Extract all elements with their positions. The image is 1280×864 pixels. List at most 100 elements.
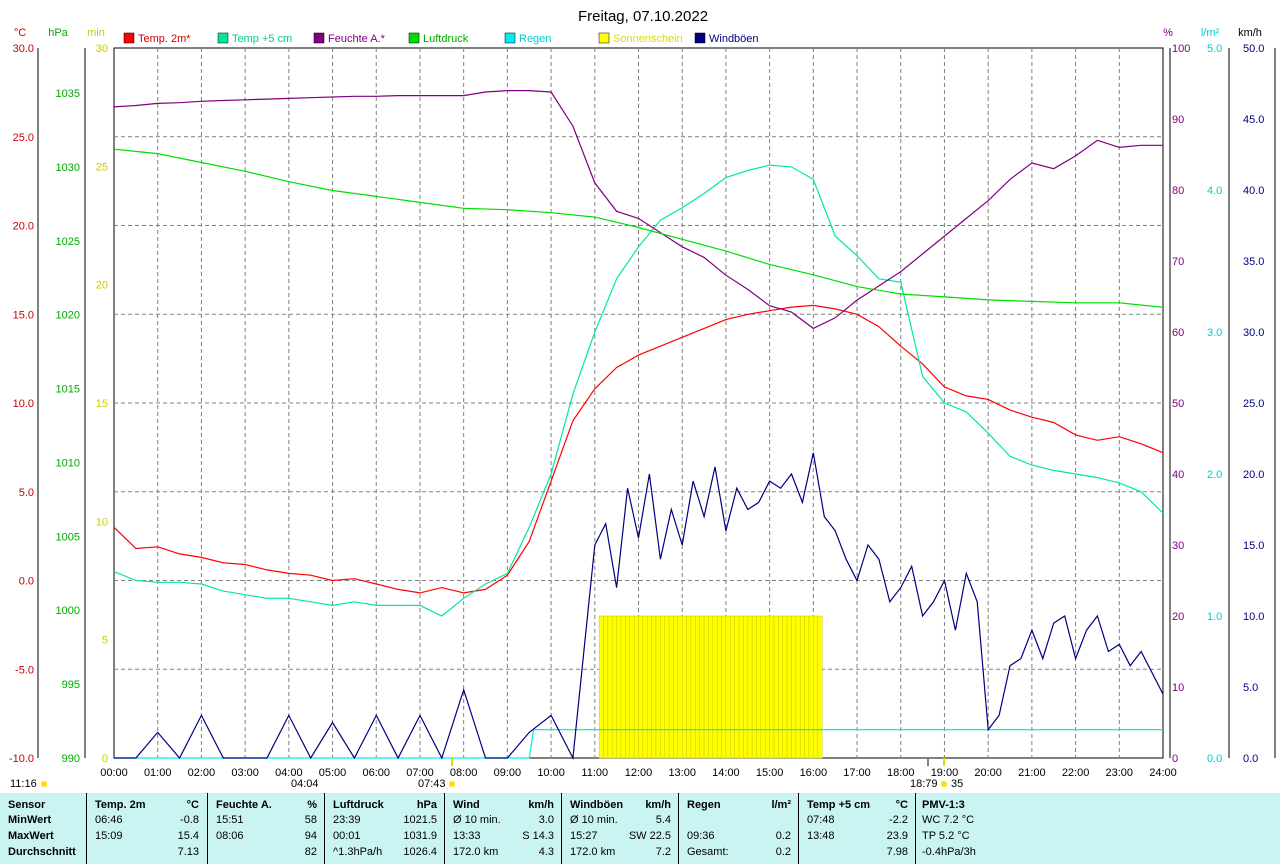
sunrise-icon bbox=[449, 781, 455, 787]
kmh-tick-label: 30.0 bbox=[1243, 327, 1264, 339]
stats-temp5-time: 13:48 bbox=[807, 830, 835, 842]
stats-temp5-time: 07:48 bbox=[807, 814, 835, 826]
current-time-label: 11:16 bbox=[10, 778, 37, 790]
unit-label-min: min bbox=[87, 27, 105, 39]
sunshine-bar bbox=[708, 615, 714, 759]
hpa-tick-label: 995 bbox=[62, 679, 80, 691]
stats-wind-time: Ø 10 min. bbox=[453, 814, 501, 826]
stats-feuchte-value: 82 bbox=[304, 846, 317, 858]
temp-tick-label: 10.0 bbox=[13, 398, 34, 410]
kmh-tick-label: 0.0 bbox=[1243, 753, 1258, 765]
stats-unit-wind: km/h bbox=[528, 799, 554, 811]
sunshine-bar bbox=[795, 615, 801, 759]
sunshine-bar bbox=[633, 615, 639, 759]
sunshine-bar bbox=[686, 615, 692, 759]
stats-luftdruck-time: 00:01 bbox=[333, 830, 361, 842]
legend: Temp. 2m* Temp +5 cm Feuchte A.* Luftdruck R… bbox=[123, 32, 759, 45]
temp-tick-label: 0.0 bbox=[19, 576, 34, 588]
pct-tick-label: 70 bbox=[1172, 256, 1184, 268]
stats-section-temp2m: Temp. 2m °C 06:46 -0.8 15:09 15.4 7.13 bbox=[86, 793, 205, 864]
unit-label-temp: °C bbox=[14, 27, 26, 39]
stats-feuchte-time: 15:51 bbox=[216, 814, 244, 826]
sunshine-bar bbox=[734, 615, 740, 759]
stats-temp2m-time: 06:46 bbox=[95, 814, 123, 826]
sunshine-bar bbox=[786, 615, 792, 759]
sunrise-tick bbox=[451, 758, 453, 766]
pct-tick-label: 100 bbox=[1172, 43, 1190, 55]
stats-windboen-time: 172.0 km bbox=[570, 846, 616, 858]
sunshine-bar bbox=[703, 615, 709, 759]
stats-windboen-time: 15:27 bbox=[570, 830, 598, 842]
kmh-tick-label: 20.0 bbox=[1243, 469, 1264, 481]
sunshine-bar bbox=[721, 615, 727, 759]
sunshine-bar bbox=[808, 615, 814, 759]
hpa-tick-label: 1015 bbox=[56, 384, 80, 396]
sunshine-bar bbox=[725, 615, 731, 759]
stats-section-wind: Wind km/h Ø 10 min. 3.0 13:33 S 14.3 172.0 km 4… bbox=[444, 793, 560, 864]
legend-entry: Temp. 2m* bbox=[138, 33, 191, 45]
sun-events: 11:16 04:04 07:43 18:79 35 bbox=[10, 758, 963, 790]
sunshine-bar bbox=[690, 615, 696, 759]
temp-tick-label: 20.0 bbox=[13, 221, 34, 233]
stats-header-temp5: Temp +5 cm bbox=[807, 799, 871, 811]
sunshine-bar bbox=[673, 615, 679, 759]
sunset-icon bbox=[941, 781, 947, 787]
legend-entry: Regen bbox=[519, 33, 551, 45]
rain-tick-label: 4.0 bbox=[1207, 185, 1222, 197]
series-line-3 bbox=[113, 148, 1164, 308]
sunshine-bar bbox=[638, 615, 644, 759]
stats-section-regen: Regen l/m² 09:36 0.2 Gesamt: 0.2 bbox=[678, 793, 797, 864]
temp-tick-label: 30.0 bbox=[13, 43, 34, 55]
stats-pmv-value: WC 7.2 °C bbox=[922, 814, 975, 826]
x-tick-label: 17:00 bbox=[843, 767, 871, 779]
sunshine-bar bbox=[738, 615, 744, 759]
sunshine-bar bbox=[660, 615, 665, 759]
sunrise-label: 07:43 bbox=[418, 778, 446, 790]
sunshine-bar bbox=[629, 615, 635, 759]
pct-tick-label: 60 bbox=[1172, 327, 1184, 339]
stats-wind-value: 4.3 bbox=[538, 846, 554, 858]
x-tick-label: 02:00 bbox=[188, 767, 216, 779]
x-tick-label: 10:00 bbox=[537, 767, 565, 779]
stats-header-regen: Regen bbox=[687, 799, 721, 811]
sunshine-bar bbox=[773, 615, 779, 759]
x-tick-label: 08:00 bbox=[450, 767, 478, 779]
sunshine-bar bbox=[607, 615, 613, 759]
sunshine-bar bbox=[695, 615, 700, 759]
x-tick-label: 16:00 bbox=[800, 767, 828, 779]
x-tick-label: 09:00 bbox=[494, 767, 522, 779]
rain-tick-label: 0.0 bbox=[1207, 753, 1222, 765]
pct-tick-label: 40 bbox=[1172, 469, 1184, 481]
x-tick-label: 07:00 bbox=[406, 767, 434, 779]
sunshine-bar bbox=[712, 615, 718, 759]
unit-label-rain: l/m² bbox=[1201, 27, 1220, 39]
stats-header-pmv: PMV-1:3 bbox=[922, 799, 965, 811]
stats-row-label: MinWert bbox=[8, 814, 52, 826]
stats-pmv-value: TP 5.2 °C bbox=[922, 830, 970, 842]
stats-pmv-value: -0.4hPa/3h bbox=[922, 846, 976, 858]
stats-header-feuchte: Feuchte A. bbox=[216, 799, 272, 811]
stats-header-windboen: Windböen bbox=[570, 799, 624, 811]
pct-tick-label: 10 bbox=[1172, 682, 1184, 694]
hpa-tick-label: 1025 bbox=[56, 236, 80, 248]
sunshine-bar bbox=[664, 615, 670, 759]
weather-chart: Freitag, 07.10.2022 Temp. 2m* Temp +5 cm F… bbox=[9, 8, 1276, 790]
stats-feuchte-value: 58 bbox=[304, 814, 317, 826]
stats-row-label: MaxWert bbox=[8, 830, 54, 842]
stats-luftdruck-value: 1031.9 bbox=[403, 830, 437, 842]
rain-tick-label: 1.0 bbox=[1207, 611, 1222, 623]
stats-section-temp5: Temp +5 cm °C 07:48 -2.2 13:48 23.9 7.98 bbox=[798, 793, 914, 864]
sunshine-bar bbox=[747, 615, 753, 759]
kmh-tick-label: 5.0 bbox=[1243, 682, 1258, 694]
min-tick-label: 10 bbox=[96, 516, 108, 528]
stats-unit-luftdruck: hPa bbox=[416, 799, 437, 811]
pct-tick-label: 30 bbox=[1172, 540, 1184, 552]
axes: 00:00 01:00 02:00 03:00 04:00 05:00 06:00 07:00… bbox=[9, 27, 1276, 779]
pct-tick-label: 50 bbox=[1172, 398, 1184, 410]
stats-wind-time: 172.0 km bbox=[453, 846, 499, 858]
sunshine-bar bbox=[817, 615, 823, 759]
stats-windboen-value: 5.4 bbox=[655, 814, 671, 826]
sunshine-bar bbox=[603, 615, 609, 759]
sunshine-bar bbox=[743, 615, 749, 759]
hpa-tick-label: 1035 bbox=[56, 88, 80, 100]
